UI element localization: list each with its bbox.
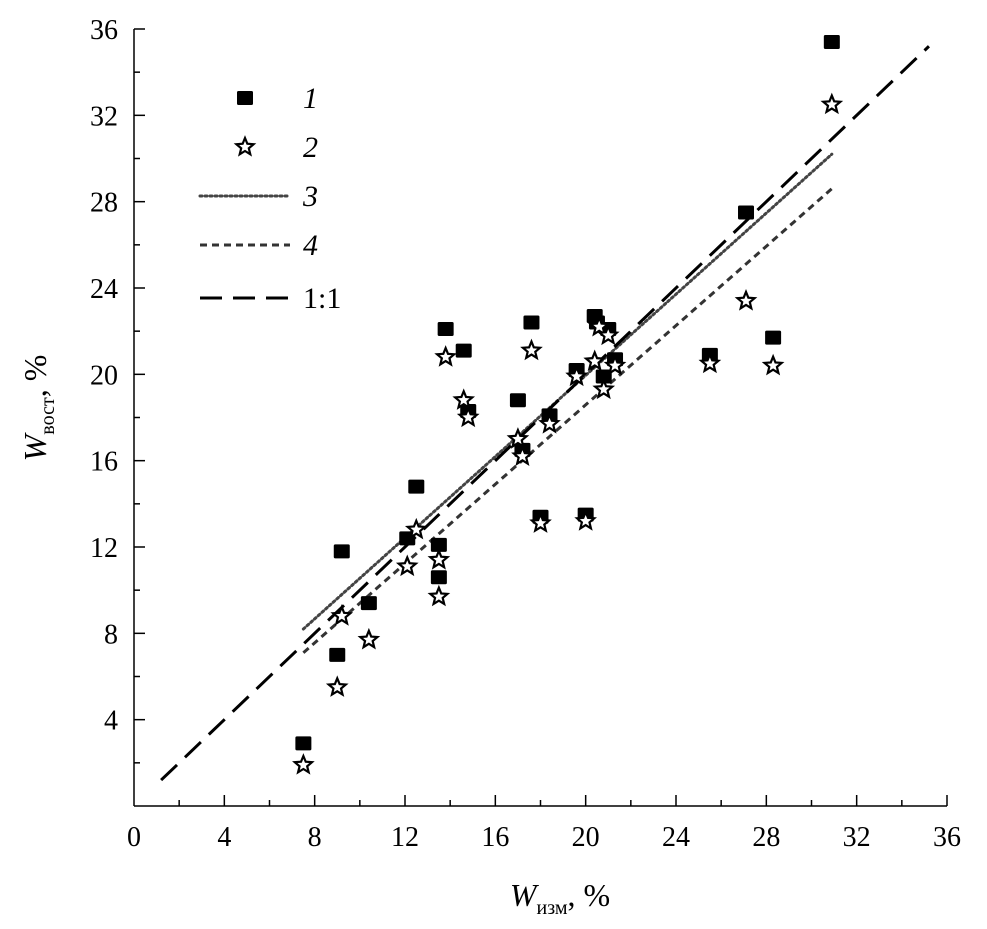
x-tick-label: 12: [391, 822, 419, 853]
x-axis-title-sub: изм: [537, 897, 568, 919]
series-2-point: [434, 345, 457, 367]
legend-label: 2: [303, 131, 318, 164]
series-2-point: [592, 377, 616, 400]
series-1-point: [329, 647, 346, 662]
x-axis-title-var: W: [510, 877, 540, 913]
y-tick-label: 24: [90, 274, 118, 305]
series-2-point: [456, 405, 480, 428]
series-2-point: [565, 364, 588, 387]
series-1-point: [430, 537, 447, 552]
legend-label: 1: [303, 82, 318, 115]
y-axis-title-var: W: [17, 431, 53, 461]
series-1-point: [360, 596, 377, 611]
series-2-point: [427, 584, 451, 607]
y-tick-label: 28: [90, 188, 118, 219]
y-tick-label: 12: [90, 533, 118, 564]
series-1-point: [333, 544, 350, 559]
series-1-point: [765, 330, 782, 345]
x-tick-label: 24: [662, 822, 690, 853]
y-tick-label: 20: [90, 360, 118, 391]
series-2-point: [761, 353, 785, 376]
series-2-point: [427, 548, 451, 570]
series-2-point: [511, 444, 534, 466]
series-2-point: [520, 338, 543, 361]
y-axis-title-suffix: , %: [17, 355, 53, 398]
x-axis-title: Wизм, %: [510, 877, 610, 919]
series-1-point: [595, 369, 612, 384]
legend-label: 1:1: [303, 282, 341, 315]
legend-label: 3: [302, 180, 318, 213]
x-tick-label: 8: [308, 822, 322, 853]
series-2-point: [603, 353, 627, 376]
series-1-point: [295, 736, 312, 751]
data-markers: [292, 34, 844, 775]
legend-label: 4: [303, 229, 318, 262]
series-2-point: [574, 509, 597, 531]
series-1-point: [455, 343, 472, 358]
series-1-point: [738, 205, 755, 220]
x-tick-label: 36: [933, 822, 961, 853]
series-2-point: [538, 412, 561, 434]
series-2-point: [404, 517, 428, 540]
x-tick-label: 4: [217, 822, 231, 853]
x-tick-label: 32: [843, 822, 871, 853]
series-2-point: [596, 323, 620, 346]
series-2-point: [330, 604, 354, 626]
series-1-point: [523, 315, 540, 330]
series-2-point: [698, 351, 722, 374]
legend-marker-2: [233, 135, 257, 157]
series-2-point: [506, 427, 530, 449]
y-tick-label: 8: [104, 619, 118, 650]
series-2-point: [292, 753, 315, 775]
x-tick-label: 28: [752, 822, 780, 853]
legend-marker-1: [237, 91, 253, 105]
y-tick-label: 16: [90, 447, 118, 478]
series-4-line: [302, 187, 833, 654]
series-2-point: [529, 511, 552, 533]
series-2-point: [587, 314, 611, 337]
y-tick-label: 4: [104, 706, 118, 737]
y-tick-label: 32: [90, 101, 118, 132]
series-2-point: [583, 349, 607, 372]
series-1-point: [823, 34, 840, 49]
series-2-point: [325, 675, 349, 697]
series-2-point: [734, 289, 758, 311]
y-tick-label: 36: [90, 15, 118, 46]
series-2-point: [820, 92, 844, 115]
y-axis-title-sub: вост: [37, 397, 59, 435]
series-1-point: [509, 393, 526, 408]
series-2-point: [452, 388, 476, 410]
x-axis-title-suffix: , %: [567, 877, 610, 913]
series-1-point: [408, 479, 425, 494]
x-tick-label: 0: [127, 822, 141, 853]
series-1-point: [430, 570, 447, 585]
legend: 1 2 3 4 1:1: [198, 82, 341, 315]
series-1-point: [437, 322, 454, 337]
y-axis-title: Wвост, %: [17, 355, 59, 462]
series-2-point: [395, 554, 419, 577]
x-tick-label: 16: [481, 822, 509, 853]
x-tick-label: 20: [572, 822, 600, 853]
series-2-point: [357, 627, 381, 650]
